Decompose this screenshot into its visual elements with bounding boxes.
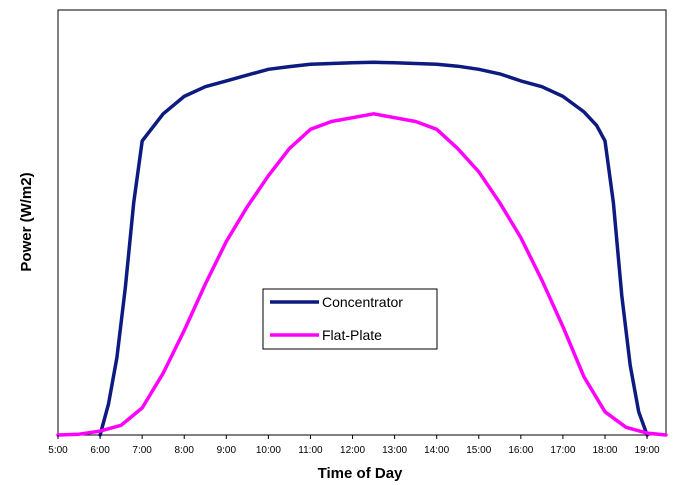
legend-label-flat-plate: Flat-Plate (322, 327, 382, 343)
series-layer (56, 60, 668, 437)
x-tick-label: 5:00 (48, 445, 68, 456)
x-tick-label: 12:00 (340, 445, 365, 456)
legend-label-concentrator: Concentrator (322, 294, 403, 310)
legend-box (262, 288, 438, 350)
x-tick-label: 11:00 (298, 445, 323, 456)
x-axis-title: Time of Day (318, 465, 403, 482)
x-axis: 5:00 6:00 7:00 8:00 9:00 10:00 11:00 12:00 13:00… (48, 435, 660, 456)
plot-area (57, 9, 667, 436)
x-tick-label: 16:00 (508, 445, 533, 456)
x-tick-label: 8:00 (174, 445, 194, 456)
x-tick-label: 9:00 (217, 445, 237, 456)
x-tick-label: 14:00 (424, 445, 449, 456)
y-axis-title: Power (W/m2) (18, 172, 35, 271)
x-tick-label: 7:00 (132, 445, 152, 456)
legend: Concentrator Flat-Plate (262, 288, 438, 350)
series-line-flat-plate (56, 112, 668, 437)
x-tick-label: 19:00 (635, 445, 660, 456)
x-tick-label: 10:00 (256, 445, 281, 456)
x-tick-label: 6:00 (90, 445, 110, 456)
x-tick-label: 15:00 (466, 445, 491, 456)
x-tick-label: 18:00 (592, 445, 617, 456)
plot-frame (57, 9, 667, 436)
x-tick-label: 17:00 (550, 445, 575, 456)
series-line-concentrator (98, 60, 649, 437)
x-tick-label: 13:00 (382, 445, 407, 456)
